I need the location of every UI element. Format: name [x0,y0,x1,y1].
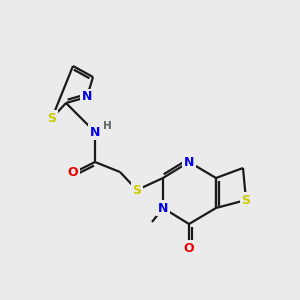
Text: S: S [47,112,56,124]
Text: O: O [184,242,194,254]
Text: N: N [82,91,92,103]
Text: N: N [90,125,100,139]
Text: S: S [242,194,250,206]
Text: S: S [47,112,56,124]
Text: H: H [103,121,111,131]
Text: H: H [103,121,111,131]
Text: N: N [158,202,168,214]
Text: N: N [184,155,194,169]
Text: O: O [184,242,194,254]
Text: N: N [158,202,168,214]
Text: S: S [133,184,142,196]
Text: S: S [242,194,250,206]
Text: O: O [68,167,78,179]
Text: N: N [184,155,194,169]
Text: N: N [90,125,100,139]
Text: N: N [82,91,92,103]
Text: O: O [68,167,78,179]
Text: S: S [133,184,142,196]
